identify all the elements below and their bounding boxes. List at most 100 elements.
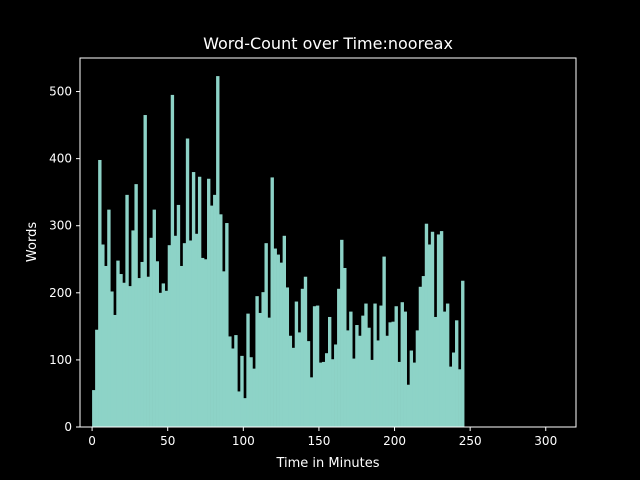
bar-108 <box>418 286 423 427</box>
bar-82 <box>340 239 344 427</box>
x-axis: 0 50 100 150 200 250 300 <box>88 427 557 448</box>
bar-79 <box>331 359 335 427</box>
bar-33 <box>191 172 196 427</box>
bar-12 <box>128 286 132 427</box>
bar-105 <box>409 350 414 427</box>
bar-62 <box>279 262 283 427</box>
y-tick-label-400: 400 <box>49 152 72 166</box>
bar-81 <box>337 288 341 427</box>
bar-54 <box>255 296 259 427</box>
bar-20 <box>152 209 156 427</box>
y-tick-label-300: 300 <box>49 219 72 233</box>
bar-96 <box>382 256 386 427</box>
bar-119 <box>452 352 456 427</box>
bar-85 <box>349 311 353 427</box>
bar-71 <box>306 341 311 427</box>
bar-88 <box>358 335 362 427</box>
bar-69 <box>300 288 305 427</box>
bar-56 <box>261 292 265 427</box>
bar-6 <box>110 291 114 427</box>
y-tick-label-0: 0 <box>64 420 72 434</box>
bar-60 <box>273 248 277 427</box>
y-axis-label: Words <box>25 222 40 262</box>
bar-42 <box>219 214 223 427</box>
bar-90 <box>364 303 368 427</box>
bar-89 <box>361 315 365 427</box>
bar-72 <box>309 377 314 427</box>
bar-8 <box>116 260 120 427</box>
bar-34 <box>194 233 199 427</box>
bar-52 <box>249 357 253 427</box>
bar-23 <box>161 283 166 427</box>
x-tick-label-150: 150 <box>307 434 330 448</box>
bar-53 <box>252 368 256 427</box>
bar-116 <box>442 311 447 427</box>
bar-113 <box>433 316 438 427</box>
bar-92 <box>370 359 374 427</box>
bar-45 <box>228 336 232 427</box>
x-tick-label-200: 200 <box>383 434 406 448</box>
bar-114 <box>436 234 441 427</box>
bar-28 <box>176 204 181 427</box>
bar-40 <box>213 194 217 427</box>
bar-1 <box>95 329 99 427</box>
x-tick-label-50: 50 <box>160 434 175 448</box>
x-tick-label-250: 250 <box>459 434 482 448</box>
bar-2 <box>98 159 102 428</box>
bar-66 <box>291 347 296 427</box>
bar-49 <box>240 355 244 427</box>
bar-47 <box>234 335 238 427</box>
y-tick-label-100: 100 <box>49 353 72 367</box>
bar-0 <box>92 390 96 427</box>
x-tick-label-100: 100 <box>232 434 255 448</box>
bar-41 <box>216 76 220 428</box>
y-tick-label-500: 500 <box>49 85 72 99</box>
bar-76 <box>321 361 326 427</box>
bar-31 <box>185 138 190 427</box>
bar-57 <box>264 243 268 427</box>
bar-110 <box>424 223 429 427</box>
bar-14 <box>134 184 138 427</box>
bar-121 <box>458 369 462 427</box>
bar-50 <box>243 398 247 427</box>
bar-19 <box>149 237 153 427</box>
x-axis-label: Time in Minutes <box>275 456 379 471</box>
bar-61 <box>276 254 280 427</box>
bar-18 <box>146 276 150 427</box>
bar-103 <box>403 311 407 427</box>
bar-26 <box>170 94 175 428</box>
bar-3 <box>101 244 105 427</box>
bar-59 <box>270 177 274 427</box>
bar-74 <box>315 305 320 427</box>
bar-63 <box>282 235 286 427</box>
bar-109 <box>421 276 426 427</box>
bar-77 <box>324 353 329 427</box>
bar-122 <box>461 280 465 427</box>
bar-36 <box>200 257 205 427</box>
bar-48 <box>237 391 241 427</box>
bar-29 <box>179 265 184 427</box>
y-tick-label-200: 200 <box>49 286 72 300</box>
bar-27 <box>173 235 178 427</box>
bar-25 <box>167 245 172 427</box>
bar-84 <box>346 330 350 427</box>
bar-37 <box>204 259 208 427</box>
bars-group <box>92 76 465 428</box>
bar-35 <box>197 176 202 427</box>
bar-64 <box>285 287 290 427</box>
bar-55 <box>258 312 262 427</box>
x-tick-label-300: 300 <box>534 434 557 448</box>
bar-117 <box>445 303 450 427</box>
bar-24 <box>164 290 169 427</box>
bar-80 <box>334 344 338 427</box>
bar-94 <box>376 340 380 427</box>
bar-91 <box>367 327 371 427</box>
bar-43 <box>222 271 226 427</box>
bar-112 <box>430 231 435 427</box>
bar-99 <box>391 321 395 427</box>
bar-5 <box>107 209 111 427</box>
bar-100 <box>394 306 398 427</box>
bar-44 <box>225 223 229 427</box>
bar-102 <box>400 302 404 427</box>
